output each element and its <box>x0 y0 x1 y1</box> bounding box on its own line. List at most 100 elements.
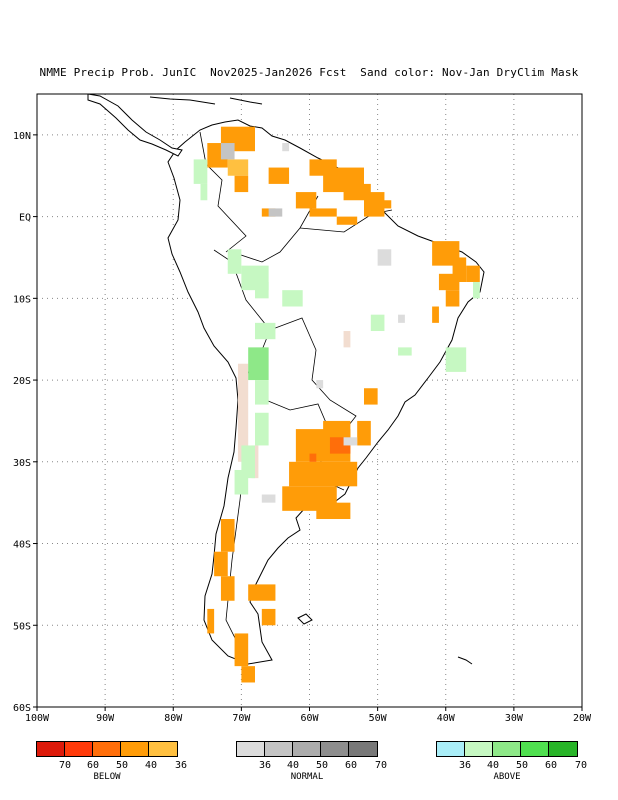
forecast-cell <box>316 380 324 389</box>
forecast-cell <box>377 249 392 266</box>
forecast-cell <box>193 159 208 184</box>
forecast-cell <box>364 388 378 405</box>
x-tick-label: 20W <box>573 713 592 724</box>
below-swatch-50 <box>93 742 121 756</box>
above-label: 36 <box>458 760 472 771</box>
central-america-landmass <box>87 94 183 157</box>
normal-swatch-50 <box>293 742 321 756</box>
forecast-cell <box>220 576 235 601</box>
y-tick-label: 10N <box>13 131 31 142</box>
x-tick-label: 50W <box>369 713 388 724</box>
forecast-cell <box>255 380 269 405</box>
forecast-cell <box>398 314 405 323</box>
forecast-cell <box>268 167 290 184</box>
forecast-cell <box>248 347 269 381</box>
forecast-cell <box>234 175 249 193</box>
x-tick-label: 100W <box>25 713 50 724</box>
x-tick-label: 60W <box>300 713 319 724</box>
y-tick-label: 60S <box>13 703 31 714</box>
forecast-cell <box>234 633 249 667</box>
forecast-cell <box>255 412 269 446</box>
forecast-cell <box>343 331 351 348</box>
below-caption: BELOW <box>93 772 121 782</box>
above-swatch-36 <box>437 742 465 756</box>
forecast-cell <box>282 290 303 307</box>
above-label: 50 <box>515 760 529 771</box>
normal-swatch-60 <box>321 742 349 756</box>
forecast-cell <box>234 469 249 495</box>
below-labels: 70 60 50 40 36 <box>36 760 187 773</box>
normal-label: 40 <box>286 760 300 771</box>
y-tick-label: 20S <box>13 376 31 387</box>
y-tick-label: EQ <box>19 213 31 224</box>
forecast-cell <box>282 143 290 152</box>
above-labels: 36 40 50 60 70 <box>436 760 587 773</box>
below-legend: 70 60 50 40 36 BELOW <box>36 741 187 782</box>
forecast-cell <box>227 159 249 176</box>
x-tick-label: 30W <box>505 713 524 724</box>
above-swatch-40 <box>465 742 493 756</box>
forecast-cell <box>295 192 317 209</box>
forecast-cell <box>445 290 460 307</box>
forecast-cell <box>438 273 460 291</box>
normal-swatch-40 <box>265 742 293 756</box>
forecast-cell <box>357 420 371 446</box>
below-label: 50 <box>115 760 129 771</box>
forecast-cell <box>214 551 228 577</box>
forecast-cell <box>207 608 215 634</box>
x-axis-ticks: 100W 90W 80W 70W 60W 50W 40W 30W 20W <box>25 707 592 724</box>
grid-lines <box>37 94 582 707</box>
above-swatch-70 <box>549 742 577 756</box>
y-tick-label: 30S <box>13 458 31 469</box>
below-swatch-70 <box>37 742 65 756</box>
above-swatch-50 <box>493 742 521 756</box>
normal-swatch-36 <box>237 742 265 756</box>
forecast-cell <box>309 453 317 462</box>
normal-swatches <box>236 741 378 757</box>
forecast-cell <box>261 608 276 626</box>
y-tick-label: 10S <box>13 294 31 305</box>
below-label: 36 <box>174 760 188 771</box>
normal-label: 50 <box>315 760 329 771</box>
forecast-cell <box>473 281 480 299</box>
above-label: 60 <box>544 760 558 771</box>
caribbean-islands <box>149 96 263 105</box>
forecast-cell <box>200 183 208 201</box>
forecast-cell <box>343 437 358 446</box>
forecast-cell <box>432 306 439 323</box>
x-tick-label: 90W <box>96 713 115 724</box>
y-axis-ticks: 10N EQ 10S 20S 30S 40S 50S 60S <box>13 131 37 714</box>
below-swatch-40 <box>121 742 149 756</box>
forecast-cell <box>398 347 412 356</box>
forecast-cell <box>220 143 235 160</box>
normal-legend: 36 40 50 60 70 NORMAL <box>236 741 387 782</box>
normal-caption: NORMAL <box>290 772 324 782</box>
x-tick-label: 70W <box>232 713 251 724</box>
south-georgia <box>457 656 473 665</box>
forecast-cell <box>241 666 255 683</box>
forecast-cell <box>377 200 392 209</box>
below-swatch-36 <box>149 742 177 756</box>
above-caption: ABOVE <box>493 772 521 782</box>
x-tick-label: 40W <box>437 713 456 724</box>
forecast-cell <box>336 216 358 225</box>
forecast-cell <box>268 208 283 217</box>
forecast-cell <box>255 281 269 299</box>
forecast-cell <box>289 461 358 487</box>
forecast-cell <box>370 314 385 332</box>
below-label: 40 <box>144 760 158 771</box>
normal-label: 36 <box>258 760 272 771</box>
above-label: 40 <box>486 760 500 771</box>
normal-label: 70 <box>374 760 388 771</box>
forecast-cell <box>237 363 249 462</box>
y-tick-label: 50S <box>13 621 31 632</box>
y-tick-label: 40S <box>13 540 31 551</box>
forecast-cell <box>227 249 242 274</box>
forecast-cell <box>445 347 467 372</box>
below-label: 60 <box>86 760 100 771</box>
normal-swatch-70 <box>349 742 377 756</box>
below-swatch-60 <box>65 742 93 756</box>
above-swatches <box>436 741 578 757</box>
map-title: NMME Precip Prob. JunIC Nov2025-Jan2026 … <box>39 66 579 79</box>
